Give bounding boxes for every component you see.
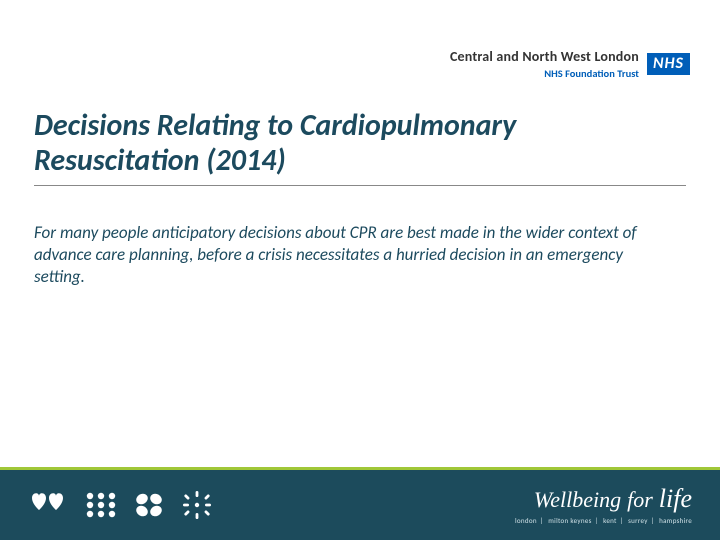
region-4: hampshire [659, 516, 692, 525]
org-text-block: Central and North West London NHS Founda… [450, 48, 639, 80]
body-paragraph: For many people anticipatory decisions a… [34, 222, 676, 287]
wellbeing-word-3: life [659, 486, 692, 512]
dot-grid-icon [84, 490, 118, 520]
petal-icon [132, 490, 166, 520]
header-logo: Central and North West London NHS Founda… [450, 48, 690, 80]
nhs-badge: NHS [647, 53, 690, 75]
region-3: surrey [628, 516, 648, 525]
slide: Central and North West London NHS Founda… [0, 0, 720, 540]
wellbeing-word-2: for [627, 489, 653, 511]
wellbeing-title: Wellbeing for life [515, 486, 692, 512]
heart-pair-icon [28, 490, 70, 520]
region-1: milton keynes [548, 516, 591, 525]
wellbeing-regions: london| milton keynes| kent| surrey| ham… [515, 516, 692, 525]
org-subtitle: NHS Foundation Trust [450, 67, 639, 80]
footer-icon-row [28, 490, 214, 520]
wellbeing-logo: Wellbeing for life london| milton keynes… [515, 486, 692, 525]
region-0: london [515, 516, 537, 525]
region-2: kent [603, 516, 617, 525]
sunburst-icon [180, 490, 214, 520]
page-title: Decisions Relating to Cardiopulmonary Re… [34, 108, 686, 186]
org-name: Central and North West London [450, 48, 639, 65]
wellbeing-word-1: Wellbeing [534, 489, 621, 511]
footer-band: Wellbeing for life london| milton keynes… [0, 470, 720, 540]
